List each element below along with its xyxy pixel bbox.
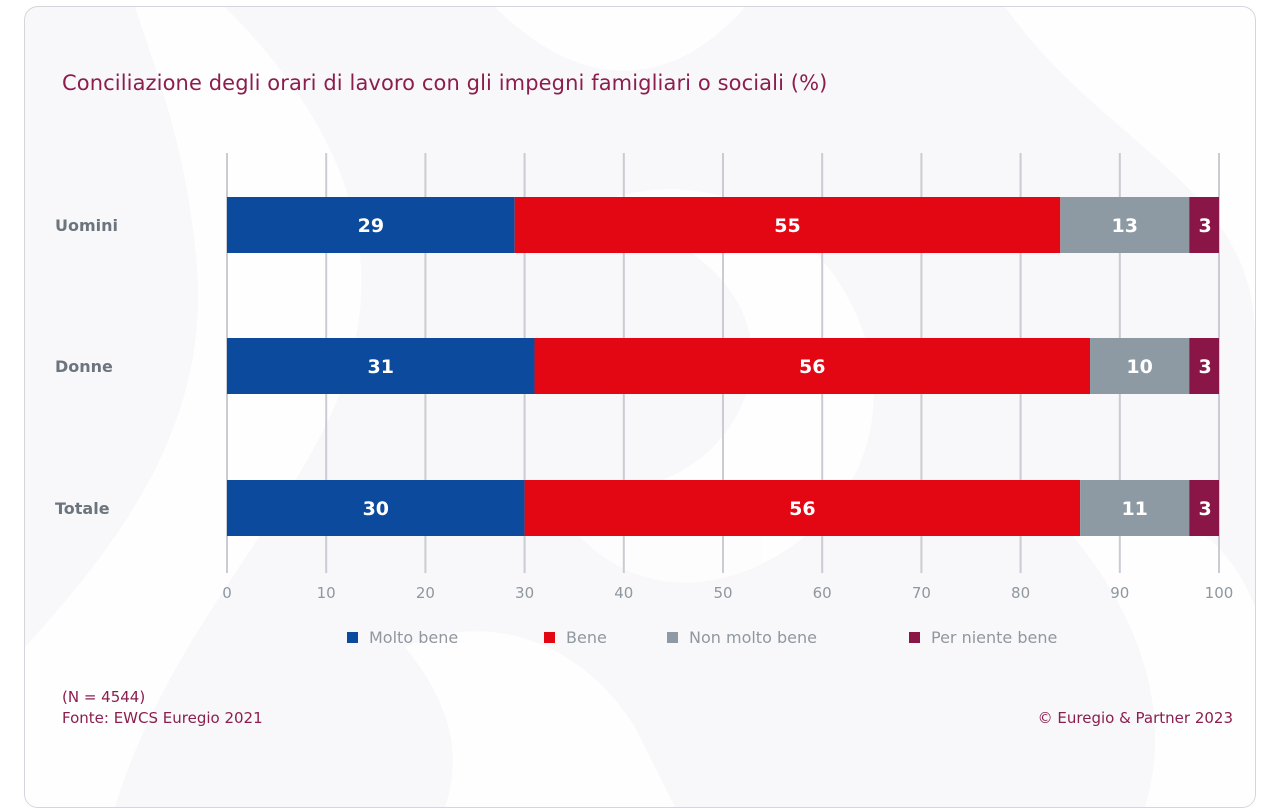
bar-segment bbox=[534, 338, 1091, 394]
bar-segment bbox=[524, 480, 1081, 536]
legend-swatch bbox=[544, 632, 555, 643]
bar-segment bbox=[1189, 480, 1219, 536]
bar-value-label: 29 bbox=[358, 215, 384, 237]
bar-segment bbox=[1080, 480, 1190, 536]
bar-segment bbox=[227, 197, 515, 253]
x-tick-label: 10 bbox=[317, 584, 336, 602]
chart-title: Conciliazione degli orari di lavoro con … bbox=[62, 71, 828, 95]
legend-label: Non molto bene bbox=[689, 628, 817, 647]
legend-swatch bbox=[909, 632, 920, 643]
bar-segment bbox=[1090, 338, 1190, 394]
legend-label: Molto bene bbox=[369, 628, 458, 647]
x-tick-label: 60 bbox=[813, 584, 832, 602]
bar-value-label: 56 bbox=[789, 498, 815, 520]
bar-value-label: 55 bbox=[774, 215, 800, 237]
bar-segment bbox=[514, 197, 1061, 253]
x-tick-label: 100 bbox=[1205, 584, 1234, 602]
bar-value-label: 13 bbox=[1112, 215, 1138, 237]
category-label: Uomini bbox=[55, 216, 118, 235]
bar-segment bbox=[227, 338, 535, 394]
legend-label: Bene bbox=[566, 628, 607, 647]
x-tick-label: 90 bbox=[1110, 584, 1129, 602]
bar-segment bbox=[1189, 338, 1219, 394]
chart-card: Conciliazione degli orari di lavoro con … bbox=[24, 6, 1256, 808]
x-tick-label: 50 bbox=[713, 584, 732, 602]
footnote: (N = 4544) Fonte: EWCS Euregio 2021 bbox=[62, 687, 263, 729]
plot-area: 0 10 20 30 40 50 60 70 80 90 100 Uomini 29 55 13 3 Donne… bbox=[55, 153, 1234, 647]
x-tick-label: 20 bbox=[416, 584, 435, 602]
bar-segment bbox=[1189, 197, 1219, 253]
source-note: Fonte: EWCS Euregio 2021 bbox=[62, 709, 263, 727]
bar-value-label: 3 bbox=[1199, 356, 1212, 378]
bar-value-label: 30 bbox=[363, 498, 389, 520]
category-label: Donne bbox=[55, 357, 113, 376]
legend-swatch bbox=[667, 632, 678, 643]
bar-value-label: 3 bbox=[1199, 215, 1212, 237]
bar-segment bbox=[1060, 197, 1190, 253]
bar-segment bbox=[227, 480, 525, 536]
x-tick-label: 80 bbox=[1011, 584, 1030, 602]
bar-value-label: 3 bbox=[1199, 498, 1212, 520]
x-tick-label: 0 bbox=[222, 584, 232, 602]
legend-label: Per niente bene bbox=[931, 628, 1057, 647]
bar-value-label: 56 bbox=[799, 356, 825, 378]
x-tick-label: 30 bbox=[515, 584, 534, 602]
x-tick-label: 40 bbox=[614, 584, 633, 602]
bar-value-label: 10 bbox=[1126, 356, 1152, 378]
sample-size: (N = 4544) bbox=[62, 688, 146, 706]
bar-value-label: 31 bbox=[368, 356, 394, 378]
category-label: Totale bbox=[55, 499, 110, 518]
legend-swatch bbox=[347, 632, 358, 643]
x-tick-label: 70 bbox=[912, 584, 931, 602]
copyright-note: © Euregio & Partner 2023 bbox=[1037, 709, 1233, 727]
bar-value-label: 11 bbox=[1121, 498, 1147, 520]
